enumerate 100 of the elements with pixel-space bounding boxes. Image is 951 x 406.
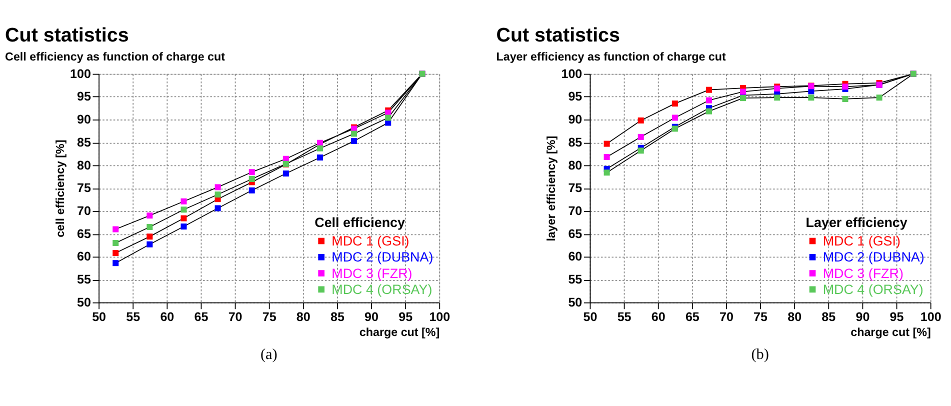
point (214, 192, 221, 198)
x-tick-label: 60 (651, 310, 666, 324)
point (351, 130, 358, 137)
y-tick-label: 100 (561, 66, 582, 81)
point (638, 148, 644, 154)
point (316, 145, 323, 152)
x-tick-label: 95 (890, 310, 904, 324)
y-tick-label: 55 (568, 272, 582, 287)
point (638, 134, 644, 140)
legend-label: MDC 4 (ORSAY) (822, 282, 924, 297)
y-tick-label: 65 (568, 226, 582, 241)
y-tick-label: 50 (77, 295, 91, 310)
x-tick-label: 70 (719, 310, 734, 324)
point (282, 170, 289, 176)
point (316, 154, 323, 160)
x-axis-title: charge cut [%] (359, 326, 440, 340)
legend-label: MDC 3 (FZR) (822, 266, 904, 281)
x-tick-label: 50 (583, 310, 598, 324)
point (706, 86, 712, 93)
x-tick-label: 80 (788, 310, 802, 324)
point (214, 184, 221, 190)
point (638, 117, 644, 124)
point (842, 96, 848, 102)
x-axis-title: charge cut [%] (850, 326, 931, 340)
text: (b) (751, 346, 769, 363)
y-tick-label: 50 (568, 295, 582, 310)
chart-subtitle: Layer efficiency as function of charge cut (496, 50, 726, 64)
y-tick-label: 95 (568, 90, 582, 104)
legend-label: MDC 2 (DUBNA) (332, 250, 434, 265)
point (385, 114, 392, 121)
point (706, 97, 712, 104)
point (180, 198, 187, 204)
legend-title: Cell efficiency (314, 215, 406, 230)
y-tick-label: 60 (77, 250, 91, 264)
x-tick-label: 90 (364, 310, 379, 324)
point (180, 215, 187, 222)
y-tick-label: 75 (568, 181, 582, 196)
x-tick-label: 75 (754, 310, 768, 324)
point (214, 205, 221, 212)
point (876, 94, 882, 101)
point (774, 94, 780, 101)
legend-label: MDC 3 (FZR) (332, 266, 412, 281)
y-tick-label: 100 (70, 66, 91, 81)
legend-label: MDC 2 (DUBNA) (822, 250, 924, 265)
x-tick-label: 55 (617, 310, 632, 324)
y-tick-label: 85 (77, 135, 91, 150)
text: (a) (260, 346, 278, 363)
x-tick-label: 60 (160, 310, 174, 324)
x-tick-label: 100 (920, 310, 942, 324)
point (146, 224, 153, 230)
x-tick-label: 95 (398, 310, 413, 324)
point (351, 138, 358, 144)
chart-subtitle: Cell efficiency as function of charge cut (5, 50, 226, 64)
point (808, 94, 814, 101)
point (740, 95, 746, 102)
x-tick-label: 65 (685, 310, 700, 324)
chart-title: Cut statistics (5, 24, 129, 47)
x-tick-label: 100 (429, 310, 450, 324)
point (112, 240, 119, 246)
x-tick-label: 90 (856, 310, 870, 324)
y-tick-label: 65 (77, 226, 91, 241)
y-tick-label: 80 (568, 158, 582, 172)
point (112, 250, 119, 256)
y-axis-title: cell efficiency [%] (54, 140, 67, 238)
point (180, 224, 187, 230)
x-tick-label: 85 (822, 310, 836, 324)
legend-title: Layer efficiency (806, 215, 908, 230)
point (248, 187, 255, 194)
legend-label: MDC 4 (ORSAY) (332, 282, 432, 297)
point (706, 108, 712, 114)
x-tick-label: 50 (92, 310, 106, 324)
y-tick-label: 60 (568, 250, 582, 264)
legend-label: MDC 1 (GSI) (822, 233, 900, 248)
x-tick-label: 65 (194, 310, 208, 324)
point (604, 140, 610, 147)
point (672, 114, 678, 121)
x-tick-label: 55 (126, 310, 140, 324)
y-tick-label: 95 (77, 90, 91, 104)
point (248, 176, 255, 182)
point (112, 226, 119, 232)
x-tick-label: 80 (296, 310, 310, 324)
y-tick-label: 90 (568, 112, 582, 127)
legend-label: MDC 1 (GSI) (332, 233, 410, 248)
point (740, 88, 746, 95)
y-tick-label: 70 (568, 204, 582, 218)
point (146, 234, 153, 240)
x-tick-label: 85 (330, 310, 344, 324)
point (604, 170, 610, 176)
y-axis-title: layer efficiency [%] (544, 136, 558, 242)
point (180, 206, 187, 213)
y-tick-label: 80 (77, 158, 91, 172)
point (672, 100, 678, 107)
chart-title: Cut statistics (496, 24, 620, 47)
y-tick-label: 90 (77, 112, 91, 127)
point (112, 260, 119, 266)
y-tick-label: 75 (77, 181, 91, 196)
y-tick-label: 55 (77, 272, 91, 287)
point (146, 241, 153, 248)
x-tick-label: 70 (228, 310, 242, 324)
point (248, 169, 255, 176)
